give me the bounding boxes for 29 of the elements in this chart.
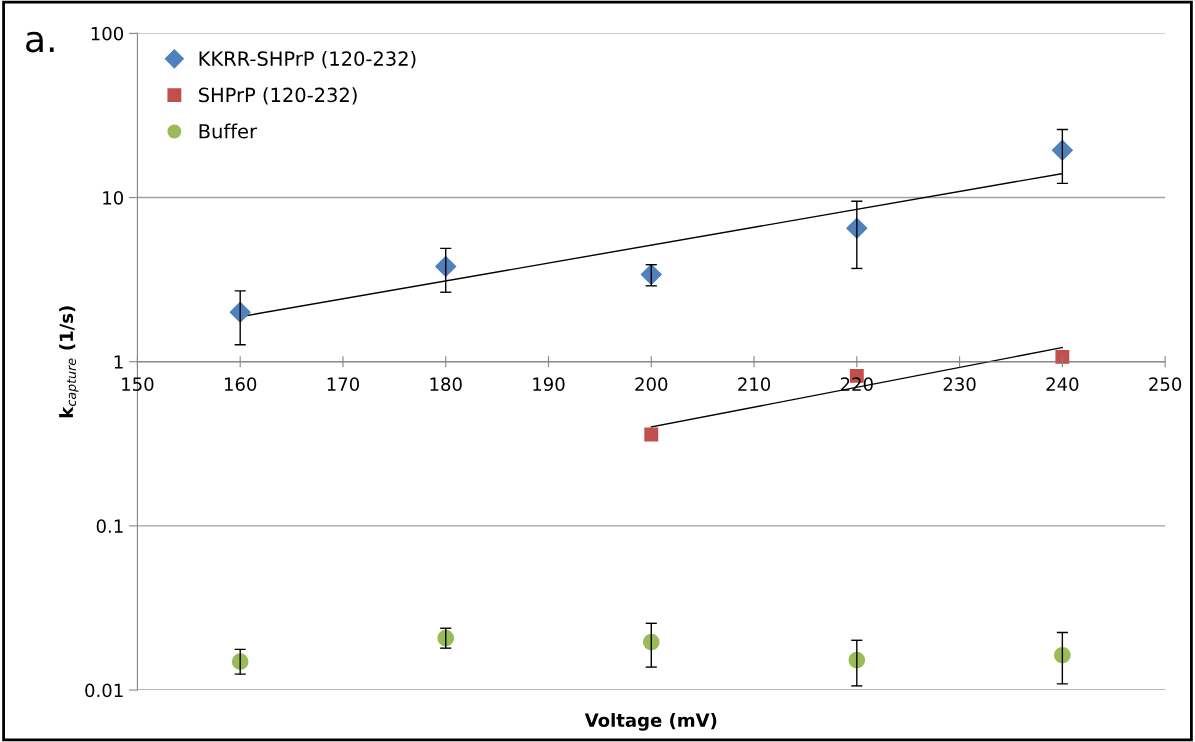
- y-tick-label: 1: [114, 355, 123, 369]
- text: a.: [26, 31, 54, 53]
- x-tick-label: 210: [738, 377, 771, 391]
- legend-label: KKRR-SHPrP (120-232): [199, 50, 416, 69]
- y-tick-label: 0.01: [85, 683, 123, 698]
- x-tick-label: 170: [327, 377, 359, 391]
- point: [1054, 646, 1071, 664]
- point: [644, 427, 659, 442]
- x-tick-label: 150: [122, 377, 154, 391]
- legend-label: Buffer: [199, 123, 258, 139]
- x-tick-label: 230: [943, 377, 976, 391]
- x-tick-label: 240: [1046, 377, 1079, 391]
- x-tick-label: 180: [430, 377, 462, 391]
- x-tick-label: 160: [224, 377, 257, 391]
- y-tick-label: 0.1: [96, 519, 123, 534]
- x-axis-title: Voltage (mV): [584, 713, 717, 731]
- y-axis-title: k$_{capture}$ (1/s): [59, 306, 79, 418]
- y-tick-label: 100: [91, 26, 124, 41]
- x-tick-label: 190: [533, 377, 565, 391]
- x-tick-label: 200: [635, 377, 668, 391]
- point: [642, 633, 660, 651]
- point: [1055, 349, 1070, 364]
- point: [640, 263, 662, 285]
- point: [231, 653, 249, 670]
- point: [435, 256, 457, 278]
- y-tick-label: 10: [103, 191, 124, 205]
- legend-label: SHPrP (120-232): [198, 87, 357, 105]
- point: [229, 301, 251, 323]
- x-tick-label: 250: [1149, 377, 1182, 391]
